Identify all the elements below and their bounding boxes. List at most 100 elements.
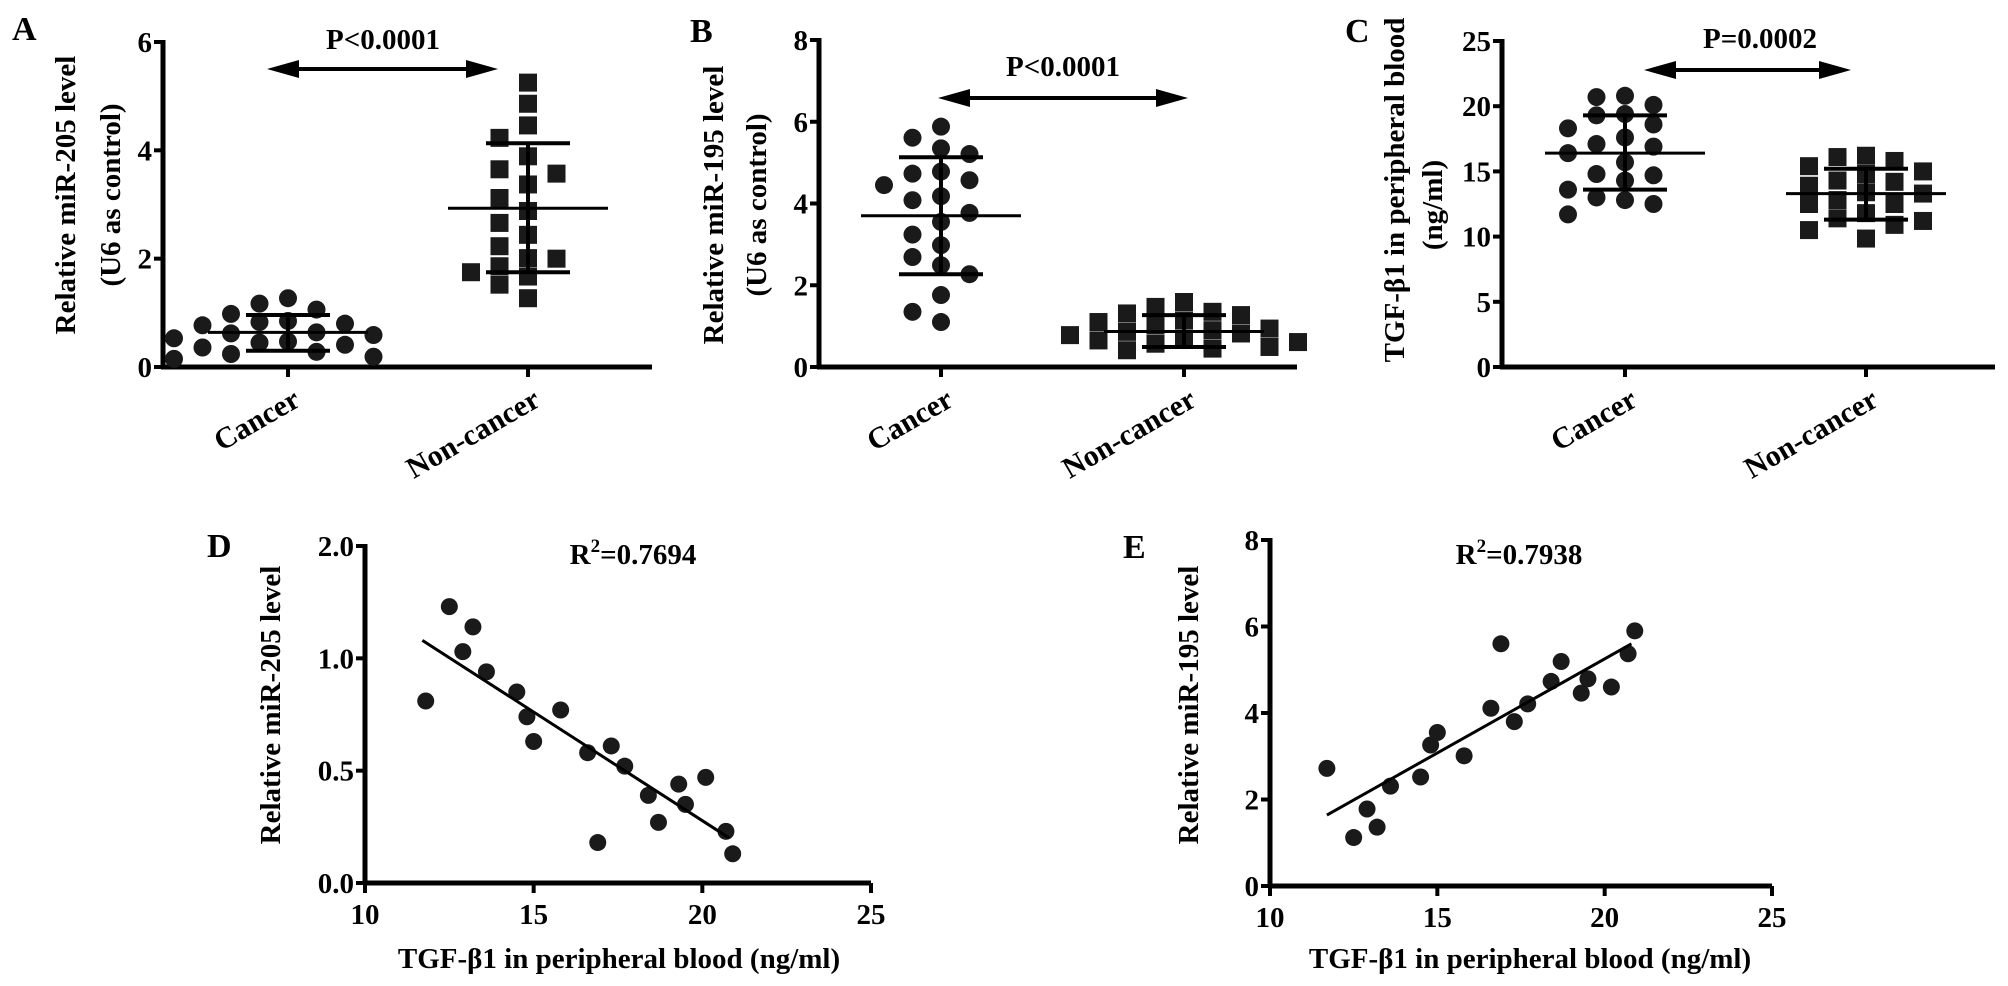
data-point [1616,86,1634,105]
data-point [1492,635,1510,653]
data-point [639,786,657,804]
data-point [1559,205,1577,224]
data-point [875,176,893,195]
y-tick-label: 2.0 [318,531,354,563]
y-axis-title: Relative miR-195 level [1173,566,1205,845]
y-tick-label: 8 [1245,525,1260,557]
data-point [1800,221,1818,240]
data-point [1587,88,1606,107]
y-tick-label: 20 [1462,91,1491,123]
data-point [1587,135,1606,154]
data-point [1644,137,1663,156]
data-point [1885,151,1904,170]
x-tick-label: 20 [688,899,717,931]
y-tick-label: 10 [1462,222,1491,254]
arrowhead-right-icon [1156,89,1188,107]
x-tick-label: 25 [857,899,886,931]
r-squared-base: R [570,539,592,571]
r-squared-base: R [1456,539,1478,571]
y-tick-label: 8 [794,25,809,57]
y-axis-title: (U6 as control) [95,103,127,286]
y-axis-title: Relative miR-195 level [698,66,730,345]
y-tick-label: 0 [794,352,809,384]
y-tick-label: 0.5 [318,756,354,788]
data-point [1260,337,1279,356]
data-point [1118,341,1136,360]
data-point [1552,653,1570,671]
data-point [697,768,715,786]
y-tick-label: 1.0 [318,643,354,675]
data-point [279,289,297,308]
category-label: Cancer [208,382,305,457]
data-point [222,345,240,363]
data-point [417,692,435,710]
arrowhead-left-icon [1644,61,1676,79]
y-tick-label: 0 [138,352,153,384]
regression-line [1326,642,1633,817]
data-point [250,333,269,352]
y-axis-title: (U6 as control) [741,113,773,296]
x-axis-title: TGF-β1 in peripheral blood (ng/ml) [398,943,840,975]
data-point [1559,180,1577,199]
data-point [1368,818,1386,836]
y-tick-label: 4 [794,189,809,221]
data-point [903,128,922,147]
data-point [464,618,482,636]
p-value-label: P<0.0001 [1006,51,1120,83]
data-point [1602,678,1620,696]
panel-letter: B [690,13,713,50]
data-point [490,160,509,179]
y-tick-label: 4 [1245,698,1260,730]
y-tick-label: 2 [1245,785,1260,817]
data-point [1559,119,1577,138]
x-tick-label: 15 [519,899,548,931]
data-point [508,683,526,701]
y-tick-label: 6 [138,27,153,59]
data-point [1061,326,1079,345]
data-point [1828,191,1847,210]
category-label: Non-cancer [401,382,546,485]
data-point [903,164,922,183]
data-point [616,757,634,775]
data-point [1800,157,1818,176]
data-point [903,225,922,244]
y-tick-label: 6 [794,107,809,139]
data-point [547,249,566,268]
y-tick-label: 25 [1462,26,1491,58]
data-point [462,263,480,282]
data-point [193,316,212,335]
y-axis-title: Relative miR-205 level [50,56,82,335]
data-point [932,313,950,332]
data-point [519,289,537,308]
data-point [1455,747,1473,765]
data-point [903,302,922,321]
y-tick-label: 15 [1462,156,1491,188]
panel-b: B 0 2 4 6 8 Relative miR-195 level (U6 as contr… [690,13,1307,485]
panel-c: C 0 5 10 15 20 25 TGF-β1 in peripheral blood (ng… [1345,13,1995,485]
arrowhead-right-icon [1819,61,1851,79]
data-point [589,834,607,852]
data-point [1644,166,1663,185]
data-point [1232,306,1250,325]
data-point [602,737,620,755]
y-axis-title: (ng/ml) [1417,160,1449,250]
data-point [1260,319,1279,338]
data-point [364,347,383,366]
data-point [250,294,269,313]
data-point [1358,800,1376,818]
data-point [1505,713,1523,731]
data-point [1644,195,1663,213]
y-tick-label: 2 [794,270,809,302]
data-point [440,598,458,616]
panel-letter: D [207,528,232,565]
data-point [1885,195,1904,213]
data-point [222,304,240,323]
p-value-label: P=0.0002 [1703,23,1817,55]
data-point [1914,162,1932,181]
data-point [490,213,509,232]
x-tick-label: 25 [1758,902,1787,934]
data-point [518,708,536,726]
data-point [1089,331,1108,350]
y-axis-title: Relative miR-205 level [255,566,287,845]
data-point [193,338,212,357]
